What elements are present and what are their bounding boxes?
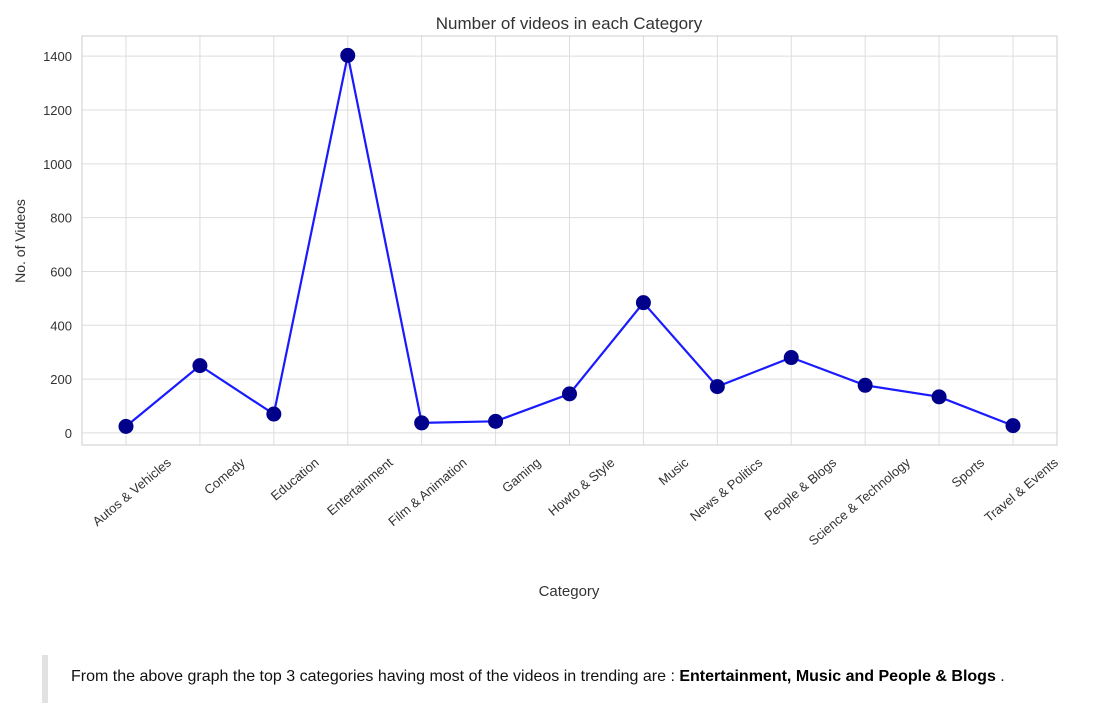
plot-area-frame <box>81 35 1058 446</box>
data-point <box>266 406 282 422</box>
data-point <box>635 295 651 311</box>
grid-layer <box>82 36 1057 445</box>
conclusion-note: From the above graph the top 3 categorie… <box>71 668 1005 686</box>
data-point <box>783 350 799 366</box>
x-tick-label: Film & Animation <box>385 455 469 529</box>
y-tick-label: 400 <box>50 318 72 333</box>
y-tick-label: 200 <box>50 372 72 387</box>
x-tick-label: Music <box>656 454 692 488</box>
data-point <box>857 377 873 393</box>
y-tick-label: 1400 <box>43 49 72 64</box>
y-axis-label: No. of Videos <box>12 199 28 283</box>
x-tick-label: Comedy <box>201 454 248 497</box>
data-point <box>488 413 504 429</box>
x-tick-label: Sports <box>949 454 988 490</box>
x-tick-label: Howto & Style <box>545 455 617 519</box>
data-point <box>340 47 356 63</box>
x-tick-label: Gaming <box>499 455 544 496</box>
y-tick-label: 600 <box>50 264 72 279</box>
y-tick-label: 800 <box>50 211 72 226</box>
x-tick-label: People & Blogs <box>761 454 839 523</box>
data-point <box>709 379 725 395</box>
x-tick-label: News & Politics <box>687 454 766 523</box>
x-tick-labels: Autos & Vehicles Comedy Education Entertain… <box>90 454 1062 548</box>
x-tick-label: Education <box>268 455 322 504</box>
data-point <box>118 418 134 434</box>
data-point <box>414 415 430 431</box>
note-highlight: Entertainment, Music and People & Blogs <box>679 668 996 685</box>
data-point <box>931 389 947 405</box>
y-tick-label: 0 <box>65 426 72 441</box>
x-tick-label: Entertainment <box>324 455 396 519</box>
y-tick-label: 1000 <box>43 157 72 172</box>
note-suffix: . <box>995 668 1005 685</box>
x-tick-label: Autos & Vehicles <box>90 454 175 529</box>
data-point <box>1005 418 1021 434</box>
y-tick-label: 1200 <box>43 103 72 118</box>
chart-title: Number of videos in each Category <box>436 14 703 33</box>
data-points <box>118 47 1021 434</box>
y-tick-labels: 0 200 400 600 800 1000 1200 1400 <box>43 49 72 441</box>
x-axis-label: Category <box>539 583 600 600</box>
line-chart: 0 200 400 600 800 1000 1200 1400 Autos & Vehicl… <box>12 14 1062 600</box>
data-point <box>562 386 577 402</box>
x-tick-label: Travel & Events <box>981 454 1061 524</box>
data-point <box>192 358 208 374</box>
note-prefix: From the above graph the top 3 categorie… <box>71 668 680 685</box>
blockquote-bar <box>42 655 48 703</box>
